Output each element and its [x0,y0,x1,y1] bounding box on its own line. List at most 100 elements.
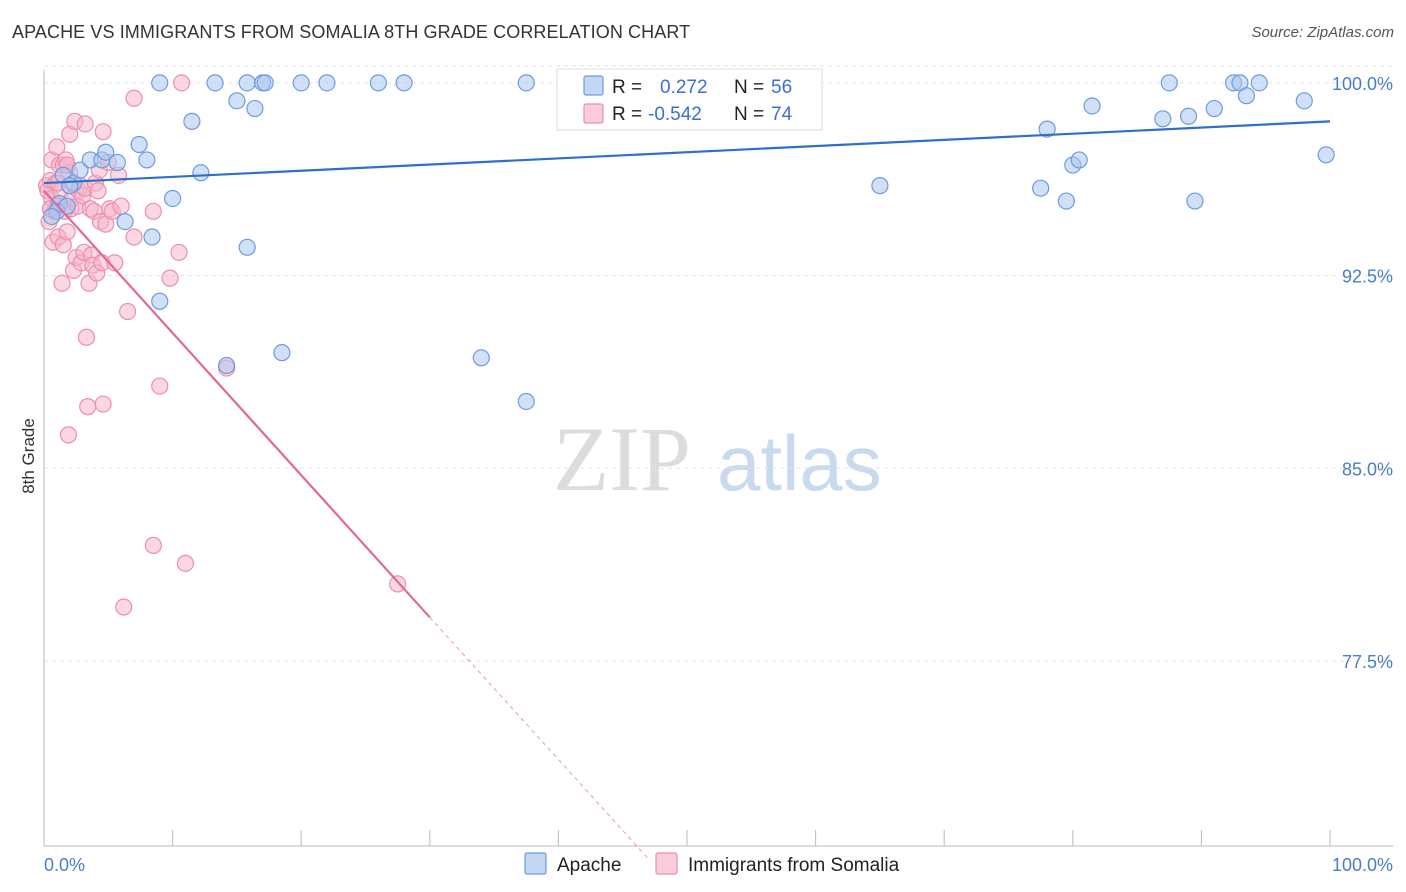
apache-point [1160,74,1178,92]
apache-point [1032,179,1050,197]
legend-apache-r-label: R = [612,77,642,98]
apache-point [1179,107,1198,125]
watermark-zip: ZIP [553,408,691,510]
apache-point [151,74,169,92]
apache-point [130,135,148,154]
apache-point [218,356,236,375]
chart-title: APACHE VS IMMIGRANTS FROM SOMALIA 8TH GR… [12,22,691,42]
y-tick-label: 100.0% [1332,74,1393,94]
x-tick-label-max: 100.0% [1332,855,1393,875]
apache-point [228,92,246,110]
bottom-legend-apache-label: Apache [557,855,621,876]
apache-point [256,74,274,92]
apache-point [246,99,264,118]
apache-point [395,74,413,92]
legend-box: R = 0.272 N = 56 R = -0.542 N = 74 [556,68,823,131]
bottom-legend-apache-swatch [524,852,547,875]
apache-point [164,189,182,208]
apache-point [1083,97,1101,115]
somalia-point [89,182,107,200]
y-axis-label: 8th Grade [19,418,38,494]
apache-point [238,238,256,256]
somalia-point [170,243,188,262]
somalia-point [144,202,162,220]
legend-apache-n-value: 56 [771,77,792,98]
legend-somalia-r-label: R = [612,104,642,125]
apache-point [1250,74,1268,92]
legend-somalia-n-label: N = [734,104,764,125]
somalia-point [151,377,169,395]
x-tick-label-min: 0.0% [44,855,85,875]
apache-point [192,164,210,182]
somalia-point [79,398,97,416]
somalia-point [59,426,78,444]
somalia-point [161,269,179,287]
somalia-trend-line [43,190,431,619]
somalia-point [125,89,143,107]
somalia-point [173,74,191,92]
apache-point [97,143,115,161]
somalia-point [58,223,76,241]
apache-point [369,74,387,92]
somalia-point [176,554,195,572]
apache-point [108,153,126,172]
legend-apache-r-value: 0.272 [660,77,708,98]
apache-point [151,292,169,310]
apache-point [318,74,336,92]
legend-somalia-n-value: 74 [771,104,793,125]
apache-point [1317,146,1335,164]
somalia-point [118,302,137,321]
apache-point [1154,110,1172,128]
somalia-point [389,575,407,593]
legend-apache-swatch [583,75,604,96]
legend-somalia-r-value: -0.542 [648,104,702,125]
somalia-point [94,395,112,413]
apache-point [71,161,89,179]
y-tick-label: 77.5% [1342,652,1393,672]
apache-point [472,349,490,367]
somalia-point [144,536,162,554]
apache-points [43,74,1335,411]
somalia-point [115,598,133,616]
bottom-legend-somalia-label: Immigrants from Somalia [688,855,900,876]
apache-point [1295,92,1313,110]
apache-point [238,74,256,92]
apache-point [292,74,310,92]
apache-point [183,112,201,130]
somalia-point [106,254,124,272]
source-label: Source: ZipAtlas.com [1251,24,1394,41]
apache-point [116,213,134,231]
bottom-legend: Apache Immigrants from Somalia [524,852,900,876]
y-tick-label: 85.0% [1342,459,1393,479]
apache-point [1205,99,1223,118]
somalia-point [48,138,66,156]
apache-point [43,207,61,226]
y-tick-labels: 100.0% 92.5% 85.0% 77.5% [1332,74,1393,672]
apache-point [1070,151,1088,169]
apache-trend-line [43,120,1331,185]
apache-point [1186,192,1204,210]
apache-point [273,344,291,362]
somalia-point [94,123,112,141]
bottom-legend-somalia-swatch [655,852,678,875]
apache-point [1038,120,1056,138]
apache-point [138,151,156,169]
legend-somalia-swatch [583,103,604,124]
watermark-atlas: atlas [717,419,882,507]
apache-point [1057,192,1075,210]
somalia-trend-extension [429,616,649,860]
apache-point [143,228,161,246]
apache-point [871,177,889,195]
gridlines [44,65,1393,662]
somalia-point [77,328,96,346]
apache-point [206,74,224,92]
apache-point [1237,87,1256,105]
legend-apache-n-label: N = [734,77,764,98]
somalia-point [112,197,130,215]
apache-point [61,177,79,195]
apache-point [517,74,535,92]
somalia-point [125,228,143,246]
trend-lines [43,120,1331,860]
somalia-point [53,274,71,292]
